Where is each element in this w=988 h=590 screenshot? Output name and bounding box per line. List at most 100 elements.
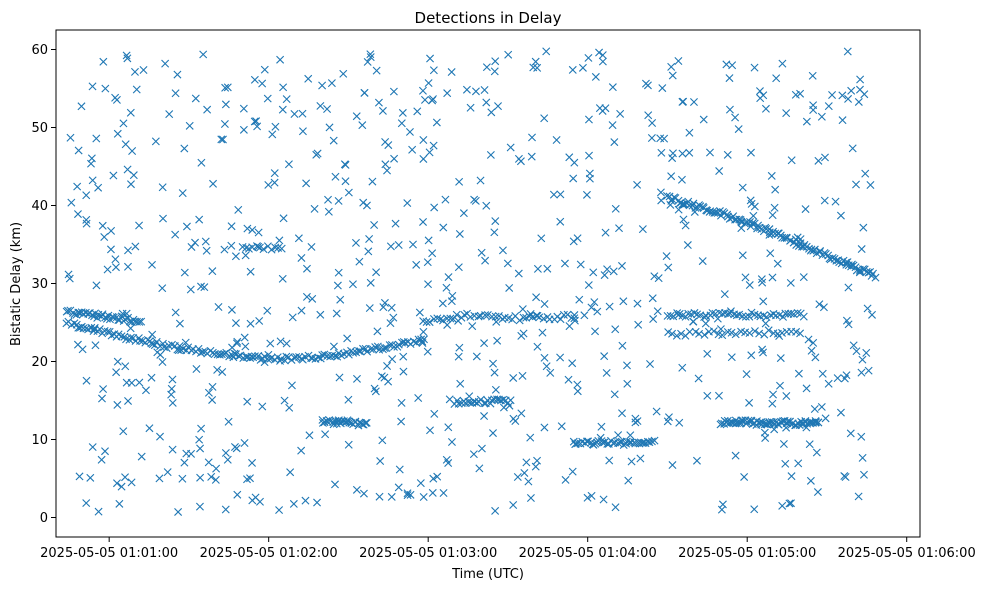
- data-point: [88, 82, 97, 91]
- data-point: [264, 350, 273, 359]
- data-point: [755, 418, 764, 427]
- data-point: [334, 196, 343, 205]
- data-point: [343, 334, 352, 343]
- data-point: [462, 85, 471, 94]
- data-point: [768, 273, 777, 282]
- data-point: [638, 225, 647, 234]
- data-point: [73, 182, 82, 191]
- data-point: [196, 348, 205, 357]
- data-point: [824, 379, 833, 388]
- data-point: [782, 109, 791, 118]
- data-point: [568, 65, 577, 74]
- data-point: [690, 207, 699, 216]
- data-point: [783, 417, 792, 426]
- data-point: [399, 367, 408, 376]
- data-point: [439, 489, 448, 498]
- data-point: [852, 347, 861, 356]
- data-point: [855, 268, 864, 277]
- data-point: [862, 348, 871, 357]
- data-point: [677, 175, 686, 184]
- data-point: [705, 148, 714, 157]
- data-point: [569, 237, 578, 246]
- data-point: [202, 246, 211, 255]
- data-point: [858, 453, 867, 462]
- data-point: [454, 399, 463, 408]
- data-point: [786, 278, 795, 287]
- data-point: [806, 476, 815, 485]
- data-point: [318, 81, 327, 90]
- data-point: [580, 311, 589, 320]
- data-point: [856, 75, 865, 84]
- data-point: [94, 507, 103, 516]
- data-point: [213, 365, 222, 374]
- data-point: [378, 106, 387, 115]
- data-point: [158, 358, 167, 367]
- data-point: [204, 388, 213, 397]
- data-point: [82, 376, 91, 385]
- data-point: [258, 79, 267, 88]
- data-point: [287, 381, 296, 390]
- data-point: [336, 295, 345, 304]
- data-point: [454, 316, 463, 325]
- data-point: [198, 347, 207, 356]
- data-point: [419, 327, 428, 336]
- data-point: [842, 371, 851, 380]
- data-point: [728, 61, 737, 70]
- data-point: [197, 158, 206, 167]
- data-point: [181, 338, 190, 347]
- data-point: [677, 329, 686, 338]
- data-point: [424, 280, 433, 289]
- data-point: [475, 464, 484, 473]
- y-axis-label: Bistatic Delay (km): [9, 222, 24, 346]
- data-point: [768, 211, 777, 220]
- data-point: [838, 116, 847, 125]
- data-point: [224, 417, 233, 426]
- data-point: [869, 269, 877, 278]
- data-point: [564, 375, 573, 384]
- data-point: [776, 381, 784, 390]
- data-point: [810, 405, 819, 413]
- data-point: [668, 71, 677, 80]
- data-point: [809, 106, 818, 114]
- data-point: [196, 444, 205, 453]
- data-point: [135, 221, 144, 230]
- data-point: [136, 336, 145, 345]
- data-point: [723, 150, 732, 159]
- data-point: [799, 242, 808, 251]
- x-tick-label: 2025-05-05 01:03:00: [359, 546, 497, 561]
- data-point: [254, 228, 263, 237]
- data-point: [854, 97, 863, 106]
- data-point: [403, 199, 412, 208]
- data-point: [370, 221, 379, 230]
- data-point: [645, 438, 654, 447]
- data-point: [810, 245, 819, 254]
- data-point: [636, 454, 645, 463]
- data-point: [323, 105, 332, 114]
- data-point: [843, 258, 852, 267]
- data-point: [433, 472, 442, 481]
- data-point: [610, 390, 619, 399]
- data-point: [388, 355, 397, 364]
- data-point: [430, 409, 439, 418]
- data-point: [208, 395, 217, 404]
- y-tick-label: 40: [31, 199, 48, 214]
- data-point: [195, 502, 204, 511]
- data-point: [737, 224, 746, 233]
- data-point: [101, 84, 110, 93]
- data-point: [425, 148, 434, 157]
- data-point: [208, 382, 217, 391]
- data-point: [420, 95, 429, 104]
- data-point: [828, 90, 837, 99]
- data-point: [263, 94, 272, 103]
- data-point: [271, 122, 280, 131]
- data-point: [469, 450, 478, 459]
- data-point: [127, 378, 136, 387]
- data-point: [239, 104, 248, 113]
- data-point: [782, 392, 791, 401]
- data-point: [758, 278, 767, 287]
- data-point: [647, 437, 656, 446]
- data-point: [778, 501, 787, 510]
- data-point: [796, 329, 805, 338]
- data-point: [180, 268, 189, 277]
- data-point: [675, 418, 684, 427]
